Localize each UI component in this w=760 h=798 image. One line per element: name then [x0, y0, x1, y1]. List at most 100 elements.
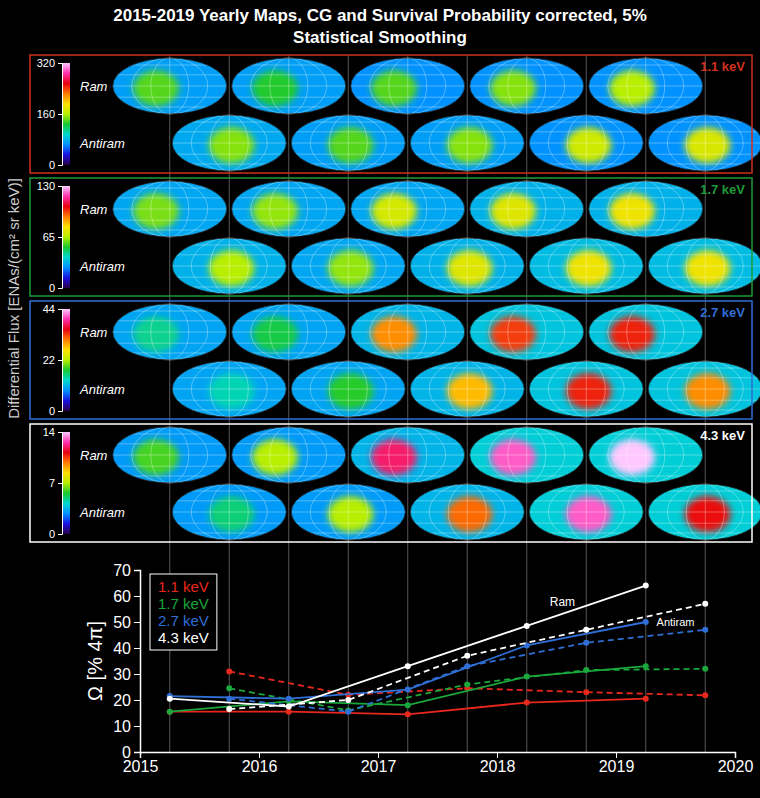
map-background: [351, 181, 465, 237]
series-marker: [464, 663, 470, 669]
map-peak-region: [609, 193, 655, 229]
series-line: [170, 622, 646, 699]
parallel: [489, 311, 564, 312]
parallel: [608, 434, 683, 435]
sky-map: [529, 115, 643, 171]
parallel: [549, 410, 624, 411]
parallel: [648, 266, 760, 267]
graticule: [648, 484, 760, 540]
parallel: [475, 74, 579, 75]
parallel: [608, 107, 683, 108]
map-background: [232, 181, 346, 237]
parallel: [232, 209, 346, 210]
parallel: [653, 523, 757, 524]
map-peak-region: [133, 439, 179, 475]
parallel: [192, 368, 267, 369]
map-outline: [410, 484, 524, 540]
parallel: [430, 368, 505, 369]
parallel: [415, 400, 519, 401]
colorbar-axis-tick-mark: [58, 309, 62, 310]
parallel: [296, 254, 400, 255]
sky-map: [291, 115, 405, 171]
parallel: [113, 455, 227, 456]
parallel: [608, 476, 683, 477]
parallel: [311, 287, 386, 288]
parallel: [351, 209, 465, 210]
map-inner: [566, 250, 612, 286]
parallel: [653, 254, 757, 255]
y-axis-tick: 40: [113, 640, 140, 657]
parallel: [177, 400, 281, 401]
map-outline: [291, 115, 405, 171]
parallel: [237, 343, 341, 344]
annotation: Ram: [550, 595, 575, 609]
map-inner: [252, 316, 298, 352]
parallel: [534, 254, 638, 255]
map-background: [113, 427, 227, 483]
graticule: [589, 304, 703, 360]
map-outline: [589, 181, 703, 237]
y-axis-tick: 30: [113, 666, 140, 683]
x-axis-tick-label: 2019: [599, 758, 635, 775]
parallel: [653, 277, 757, 278]
colorbar-axis-tick: 0: [49, 405, 62, 417]
graticule: [470, 427, 584, 483]
parallel: [237, 97, 341, 98]
parallel: [356, 320, 460, 321]
parallel: [311, 164, 386, 165]
parallel: [648, 143, 760, 144]
graticule: [113, 58, 227, 114]
parallel: [311, 491, 386, 492]
x-axis-tick-mark: [259, 752, 260, 758]
colorbar-axis-tick-mark: [58, 411, 62, 412]
series-marker: [405, 711, 411, 717]
x-axis-tick: 2017: [361, 752, 397, 775]
colorbar-axis: 0714: [43, 426, 63, 540]
parallel: [192, 245, 267, 246]
parallel: [232, 455, 346, 456]
map-outline: [470, 58, 584, 114]
parallel: [549, 245, 624, 246]
colorbar-axis: 0160320: [37, 57, 63, 171]
parallel: [430, 245, 505, 246]
parallel: [648, 512, 760, 513]
parallel: [291, 143, 405, 144]
parallel: [489, 353, 564, 354]
legend-entry: 1.1 keV: [158, 578, 209, 595]
parallel: [177, 254, 281, 255]
parallel: [356, 97, 460, 98]
graticule: [470, 304, 584, 360]
map-inner: [609, 439, 655, 475]
parallel: [410, 512, 524, 513]
y-axis-tick: 60: [113, 588, 140, 605]
map-inner: [490, 70, 536, 106]
colorbar-axis-tick: 0: [49, 282, 62, 294]
map-background: [529, 238, 643, 294]
sky-map: [529, 238, 643, 294]
parallel: [410, 266, 524, 267]
x-axis-tick-label: 2020: [718, 758, 754, 775]
colorbar-axis-tick: 0: [49, 528, 62, 540]
parallel: [608, 230, 683, 231]
parallel: [251, 476, 326, 477]
sky-map: [529, 484, 643, 540]
map-background: [589, 58, 703, 114]
parallel: [475, 320, 579, 321]
map-peak-region: [566, 250, 612, 286]
sky-map: [113, 304, 227, 360]
parallel: [475, 197, 579, 198]
parallel: [415, 523, 519, 524]
y-axis-tick-label: 20: [113, 692, 131, 709]
y-axis-tick-label: 70: [113, 562, 131, 579]
map-background: [172, 361, 286, 417]
parallel: [192, 164, 267, 165]
parallel: [668, 368, 743, 369]
series-marker: [464, 653, 470, 659]
parallel: [594, 443, 698, 444]
parallel: [296, 154, 400, 155]
parallel: [113, 209, 227, 210]
map-background: [648, 238, 760, 294]
row-label: Antiram: [79, 382, 125, 397]
series-marker: [167, 709, 173, 715]
sky-map: [232, 58, 346, 114]
